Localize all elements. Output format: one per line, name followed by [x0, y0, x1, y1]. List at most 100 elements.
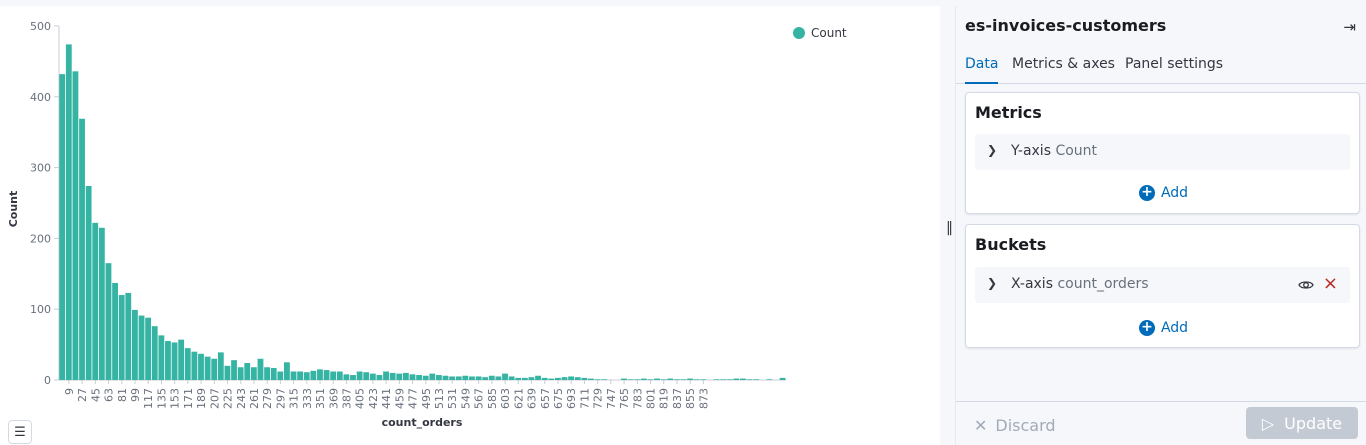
histogram-bar [264, 367, 270, 380]
x-axis-agg-row[interactable]: ❯ X-axis count_orders × [975, 267, 1350, 303]
histogram-bar [409, 374, 416, 380]
histogram-bar [667, 378, 674, 380]
histogram-bar [125, 292, 132, 380]
x-tick-label: 351 [314, 388, 327, 409]
histogram-bar [198, 353, 204, 380]
eye-icon[interactable] [1298, 277, 1314, 293]
sidebar-tabs: Data Metrics & axes Panel settings [956, 52, 1366, 84]
histogram-bar [713, 379, 720, 380]
x-tick-label: 279 [261, 388, 274, 409]
x-tick-label: 99 [129, 388, 142, 402]
tab-metrics-axes[interactable]: Metrics & axes [1012, 56, 1115, 72]
x-tick-label: 513 [433, 388, 446, 409]
x-tick-label: 495 [420, 388, 433, 409]
y-axis-agg-label: Y-axis Count [1011, 143, 1097, 159]
histogram-bar [217, 352, 224, 380]
x-tick-label: 45 [89, 388, 102, 402]
play-icon: ▷ [1261, 413, 1275, 433]
y-tick-label: 200 [30, 232, 51, 245]
histogram-bar [389, 372, 396, 380]
histogram-bar [270, 367, 277, 380]
histogram-bar [554, 377, 561, 380]
x-axis-agg-label: X-axis count_orders [1011, 276, 1149, 292]
chart-legend[interactable]: Count [793, 26, 847, 40]
panel-resize-handle[interactable]: ‖ [946, 220, 953, 236]
histogram-bar [726, 379, 733, 380]
histogram-bar [284, 362, 290, 380]
histogram-bar [158, 335, 165, 380]
chevron-right-icon[interactable]: ❯ [987, 143, 998, 157]
histogram-bar [323, 370, 330, 380]
x-tick-label: 333 [301, 388, 314, 409]
histogram-bar [178, 339, 185, 380]
histogram-bar [363, 372, 370, 380]
histogram-bar [59, 74, 66, 381]
histogram-bar [561, 377, 568, 380]
y-tick-label: 500 [30, 20, 51, 33]
x-tick-label: 531 [446, 388, 459, 409]
histogram-bar [673, 379, 680, 380]
x-tick-label: 603 [499, 388, 512, 409]
add-metric-button[interactable]: + Add [966, 185, 1361, 201]
histogram-bar [687, 378, 693, 380]
x-tick-label: 549 [459, 388, 472, 409]
histogram-bar [105, 263, 112, 380]
collapse-sidebar-icon[interactable]: ⇥ [1343, 18, 1356, 36]
x-tick-label: 153 [169, 388, 182, 409]
histogram-bar [462, 375, 469, 380]
index-pattern-title: es-invoices-customers [965, 16, 1167, 35]
histogram-bar [693, 379, 700, 380]
update-button[interactable]: ▷ Update [1246, 407, 1358, 439]
plus-icon: + [1138, 320, 1155, 336]
y-axis-title: Count [7, 191, 20, 228]
histogram-bar [65, 44, 72, 381]
x-tick-label: 261 [248, 388, 261, 409]
histogram-bar [402, 372, 409, 380]
histogram-bar [244, 363, 251, 380]
legend-toggle-button[interactable]: ☰ [8, 420, 32, 444]
chevron-right-icon[interactable]: ❯ [987, 276, 998, 290]
x-tick-label: 459 [393, 388, 406, 409]
histogram-bar [184, 348, 191, 380]
x-tick-label: 693 [565, 388, 578, 409]
histogram-bar [548, 378, 555, 380]
x-tick-label: 621 [512, 388, 525, 409]
y-axis-agg-row[interactable]: ❯ Y-axis Count [975, 134, 1350, 170]
histogram-bar [416, 375, 422, 380]
x-tick-label: 819 [658, 388, 671, 409]
histogram-bar [422, 375, 429, 380]
histogram-bar [449, 376, 456, 380]
x-axis-title: count_orders [382, 416, 463, 429]
histogram-bar [475, 376, 482, 380]
close-icon[interactable]: × [1322, 273, 1338, 294]
x-tick-label: 297 [274, 388, 287, 409]
x-tick-label: 171 [182, 388, 195, 409]
tab-panel-settings[interactable]: Panel settings [1125, 56, 1224, 72]
histogram-bar [165, 341, 171, 380]
histogram-bar [145, 317, 152, 380]
x-tick-label: 405 [354, 388, 367, 409]
histogram-bar [541, 377, 548, 380]
histogram-bar [654, 378, 660, 380]
histogram-bar [204, 356, 211, 380]
histogram-bar [303, 372, 310, 380]
histogram-bar [720, 379, 727, 380]
x-tick-label: 207 [208, 388, 221, 409]
histogram-bar [442, 375, 449, 380]
buckets-title: Buckets [975, 235, 1047, 254]
tab-data[interactable]: Data [965, 56, 999, 84]
x-tick-label: 27 [76, 388, 89, 402]
histogram-bar [515, 377, 522, 380]
histogram-bar [98, 227, 105, 380]
metrics-panel: Metrics ❯ Y-axis Count + Add [965, 92, 1360, 214]
x-tick-label: 315 [288, 388, 301, 409]
histogram-bar [581, 377, 588, 380]
histogram-bar [250, 367, 257, 380]
close-icon: ✕ [974, 416, 988, 435]
x-tick-label: 729 [592, 388, 605, 409]
histogram-bar [92, 222, 99, 380]
x-tick-label: 711 [578, 388, 591, 409]
discard-button[interactable]: ✕ Discard [974, 416, 1056, 435]
add-bucket-button[interactable]: + Add [966, 320, 1361, 336]
histogram-bar [429, 373, 436, 380]
